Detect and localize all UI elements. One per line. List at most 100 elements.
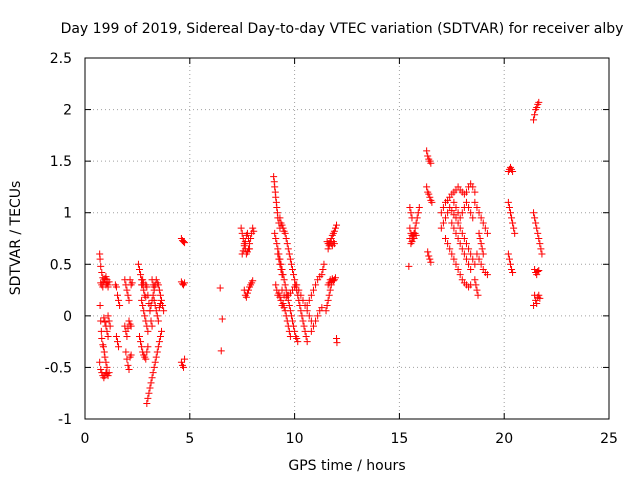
y-tick-label: 0.5 (50, 257, 72, 273)
y-tick-label: 0 (63, 309, 72, 325)
data-point (465, 245, 473, 253)
data-point (303, 302, 311, 310)
data-point (146, 307, 154, 315)
data-point (467, 209, 475, 217)
data-point (150, 286, 158, 294)
data-point (152, 353, 160, 361)
data-point (113, 338, 121, 346)
data-point (452, 260, 460, 268)
data-point (504, 198, 512, 206)
data-point (135, 332, 143, 340)
data-point (241, 238, 249, 246)
data-point (415, 204, 423, 212)
data-point (112, 283, 120, 291)
data-point (106, 322, 114, 330)
data-point (454, 265, 462, 273)
data-point (218, 315, 226, 323)
data-point (504, 250, 512, 258)
data-point (319, 265, 327, 273)
data-point (105, 317, 113, 325)
data-point (281, 307, 289, 315)
data-point (297, 307, 305, 315)
y-tick-label: 2 (63, 103, 72, 119)
data-point (139, 302, 147, 310)
data-point (239, 247, 247, 255)
data-point (303, 338, 311, 346)
data-point (299, 317, 307, 325)
data-point (477, 214, 485, 222)
data-point (124, 291, 132, 299)
data-point (508, 214, 516, 222)
data-point (112, 332, 120, 340)
data-point (318, 304, 326, 312)
data-point (216, 284, 224, 292)
data-point (127, 351, 135, 359)
data-point (448, 250, 456, 258)
data-point (535, 291, 543, 299)
data-point (478, 245, 486, 253)
data-point (472, 281, 480, 289)
data-point (277, 265, 285, 273)
data-point (331, 224, 339, 232)
data-point (285, 250, 293, 258)
data-point (139, 276, 147, 284)
data-point (98, 335, 106, 343)
data-point (244, 235, 252, 242)
data-point (102, 358, 110, 366)
data-point (105, 369, 113, 377)
x-tick-label: 25 (600, 431, 618, 447)
data-point (282, 235, 290, 242)
data-point (217, 347, 225, 355)
data-point (535, 266, 543, 274)
data-point (123, 286, 131, 294)
data-point (181, 279, 189, 287)
data-point (104, 283, 112, 291)
data-point (323, 302, 331, 310)
y-tick-label: 1.5 (50, 154, 72, 170)
data-point (237, 224, 245, 232)
data-point (437, 224, 445, 232)
data-point (477, 260, 485, 268)
data-point (286, 255, 294, 263)
data-point (283, 240, 291, 248)
data-point (286, 332, 294, 340)
data-point (160, 307, 168, 315)
data-point (531, 214, 539, 222)
data-point (148, 374, 156, 382)
data-point (137, 271, 145, 279)
data-point (509, 219, 517, 227)
y-tick-label: -1 (58, 412, 72, 428)
data-point (462, 255, 470, 263)
data-point (312, 281, 320, 289)
data-point (533, 104, 541, 112)
data-point (407, 209, 415, 217)
data-point (481, 224, 489, 232)
data-point (143, 283, 151, 291)
data-point (471, 198, 479, 206)
data-point (280, 276, 288, 284)
data-point (125, 317, 133, 325)
data-point (506, 209, 514, 217)
data-point (534, 229, 542, 237)
data-point (101, 318, 109, 326)
data-point (456, 240, 464, 248)
data-point (534, 268, 542, 276)
data-point (270, 173, 278, 181)
data-point (474, 291, 482, 299)
data-point (284, 245, 292, 253)
data-point (158, 296, 166, 304)
data-point (295, 286, 303, 294)
data-point (293, 335, 301, 343)
data-point (326, 286, 334, 294)
data-point (273, 240, 281, 248)
data-point (450, 255, 458, 263)
data-point (104, 332, 112, 340)
data-point (103, 276, 111, 284)
data-point (116, 302, 124, 310)
data-point (291, 276, 299, 284)
data-point (147, 302, 155, 310)
data-point (456, 271, 464, 279)
data-point (305, 312, 313, 320)
data-point (299, 296, 307, 304)
data-point (147, 317, 155, 325)
